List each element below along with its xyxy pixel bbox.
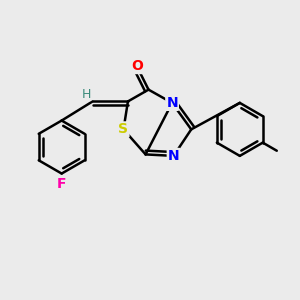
Text: N: N [168, 149, 179, 163]
Text: F: F [57, 177, 66, 191]
Text: O: O [131, 59, 143, 73]
Text: S: S [118, 122, 128, 136]
Text: H: H [81, 88, 91, 100]
Text: N: N [166, 96, 178, 110]
